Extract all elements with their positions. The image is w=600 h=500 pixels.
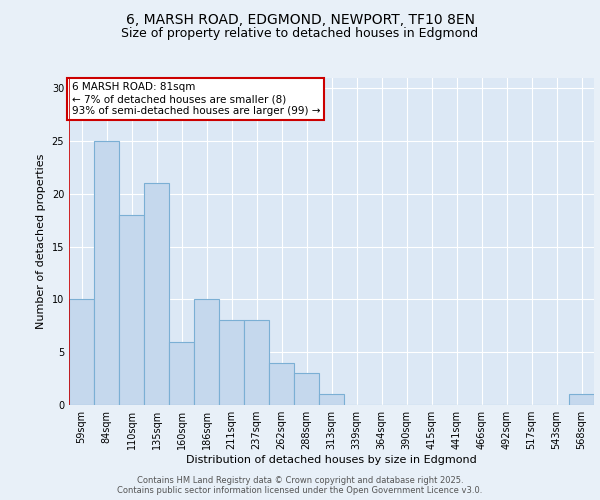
Bar xyxy=(144,183,169,405)
Text: 6 MARSH ROAD: 81sqm
← 7% of detached houses are smaller (8)
93% of semi-detached: 6 MARSH ROAD: 81sqm ← 7% of detached hou… xyxy=(71,82,320,116)
Bar xyxy=(69,300,94,405)
Bar xyxy=(169,342,194,405)
Text: Size of property relative to detached houses in Edgmond: Size of property relative to detached ho… xyxy=(121,28,479,40)
Bar xyxy=(194,300,219,405)
X-axis label: Distribution of detached houses by size in Edgmond: Distribution of detached houses by size … xyxy=(186,455,477,465)
Bar xyxy=(269,362,294,405)
Bar xyxy=(294,374,319,405)
Bar xyxy=(219,320,244,405)
Bar xyxy=(119,215,144,405)
Text: Contains HM Land Registry data © Crown copyright and database right 2025.
Contai: Contains HM Land Registry data © Crown c… xyxy=(118,476,482,495)
Y-axis label: Number of detached properties: Number of detached properties xyxy=(36,154,46,329)
Bar xyxy=(569,394,594,405)
Bar xyxy=(94,141,119,405)
Text: 6, MARSH ROAD, EDGMOND, NEWPORT, TF10 8EN: 6, MARSH ROAD, EDGMOND, NEWPORT, TF10 8E… xyxy=(125,12,475,26)
Bar xyxy=(244,320,269,405)
Bar xyxy=(319,394,344,405)
